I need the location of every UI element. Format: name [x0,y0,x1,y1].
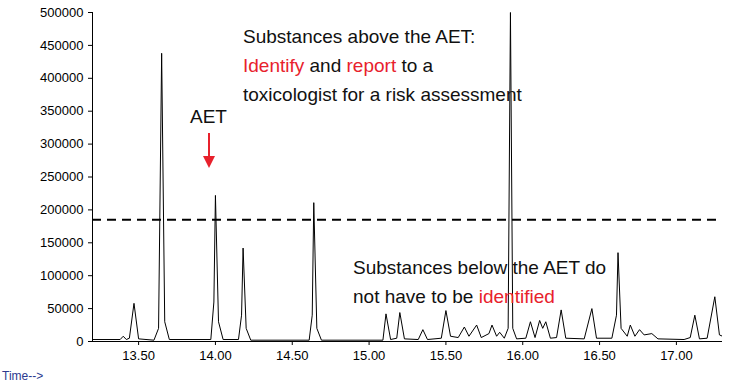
svg-text:250000: 250000 [40,169,83,184]
svg-text:16.50: 16.50 [583,348,616,363]
html-text:toxicologist for a risk assess: toxicologist for a risk assessment [243,84,522,105]
svg-text:0: 0 [76,334,83,349]
svg-text:500000: 500000 [40,5,83,20]
html-text:AET: AET [190,106,227,127]
svg-text:16.00: 16.00 [506,348,539,363]
svg-text:450000: 450000 [40,38,83,53]
svg-text:50000: 50000 [47,301,83,316]
svg-text:400000: 400000 [40,70,83,85]
html-text:Substances below the AET do: Substances below the AET do [353,257,607,278]
svg-text:17.00: 17.00 [660,348,693,363]
svg-text:150000: 150000 [40,235,83,250]
html-text:Identify and report to a: Identify and report to a [243,55,434,76]
svg-text:100000: 100000 [40,268,83,283]
svg-text:14.00: 14.00 [199,348,232,363]
svg-text:13.50: 13.50 [122,348,155,363]
svg-text:15.00: 15.00 [353,348,386,363]
svg-text:300000: 300000 [40,136,83,151]
svg-text:15.50: 15.50 [430,348,463,363]
svg-text:14.50: 14.50 [276,348,309,363]
svg-text:350000: 350000 [40,103,83,118]
html-text:Substances above the AET:: Substances above the AET: [243,26,476,47]
svg-text:200000: 200000 [40,202,83,217]
html-text:not have to be identified: not have to be identified [353,286,555,307]
html-text:Time-->: Time--> [2,369,44,383]
